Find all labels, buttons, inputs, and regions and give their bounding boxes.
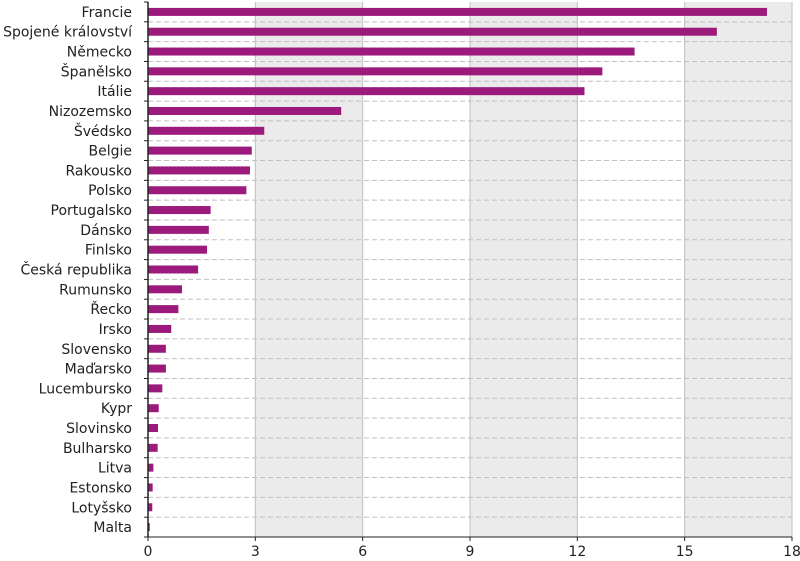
category-label: Slovensko (61, 342, 132, 358)
bar (148, 87, 585, 96)
category-label: Kypr (101, 401, 132, 417)
category-label: Lotyšsko (71, 500, 132, 516)
bar (148, 305, 179, 314)
x-tick-label: 6 (358, 544, 367, 560)
category-label: Belgie (89, 144, 133, 160)
bar (148, 265, 199, 274)
category-label: Dánsko (80, 223, 132, 239)
bar (148, 106, 342, 115)
category-label: Irsko (99, 322, 132, 338)
bar (148, 166, 250, 175)
category-label: Rakousko (65, 163, 132, 179)
category-label: Česká republika (20, 261, 132, 279)
category-label: Maďarsko (65, 362, 132, 378)
x-tick-label: 3 (251, 544, 260, 560)
bar (148, 523, 150, 532)
category-label: Slovinsko (66, 421, 132, 437)
bar (148, 27, 717, 36)
bars (148, 7, 767, 532)
bar (148, 364, 166, 373)
bar (148, 47, 635, 56)
category-label: Rumunsko (59, 282, 132, 298)
category-label: Malta (93, 520, 132, 536)
bar (148, 67, 603, 76)
category-labels: Francie Spojené království NěmeckoŠpanělsk… (3, 5, 133, 536)
bar (148, 285, 182, 294)
shaded-bands (255, 2, 792, 537)
bar (148, 126, 265, 135)
category-label: Řecko (90, 301, 132, 318)
category-label: Finlsko (85, 243, 132, 259)
x-tick-labels: 0 3 6 9 12 15 18 (144, 544, 800, 560)
row-separators (148, 21, 792, 518)
bar (148, 186, 247, 195)
category-label: Německo (67, 45, 132, 61)
bar (148, 146, 252, 155)
category-label: Portugalsko (51, 203, 132, 219)
category-label: Itálie (97, 84, 132, 100)
category-label: Spojené království (3, 25, 133, 41)
category-label: Lucembursko (39, 381, 132, 397)
category-label: Litva (98, 461, 132, 477)
bar (148, 463, 154, 472)
bar (148, 344, 166, 353)
x-tick-label: 0 (144, 544, 153, 560)
bar (148, 7, 767, 16)
category-label: Nizozemsko (49, 104, 132, 120)
x-tick-label: 18 (783, 544, 800, 560)
x-tick-label: 12 (568, 544, 586, 560)
axes (144, 1, 793, 541)
category-label: Polsko (88, 183, 132, 199)
bar (148, 245, 208, 254)
bar (148, 225, 209, 234)
category-label: Francie (82, 5, 132, 21)
shaded-band (255, 2, 363, 537)
category-label: Estonsko (69, 480, 132, 496)
bar (148, 424, 159, 433)
x-tick-label: 9 (466, 544, 475, 560)
category-label: Španělsko (61, 62, 132, 80)
x-tick-label: 15 (676, 544, 694, 560)
shaded-band (684, 2, 792, 537)
shaded-band (470, 2, 578, 537)
bar (148, 503, 153, 512)
bar (148, 384, 163, 393)
category-label: Bulharsko (63, 441, 132, 457)
bar (148, 206, 211, 215)
category-label: Švédsko (74, 122, 132, 140)
bar (148, 404, 159, 413)
bar (148, 443, 158, 452)
bar (148, 483, 153, 492)
bar (148, 324, 172, 333)
